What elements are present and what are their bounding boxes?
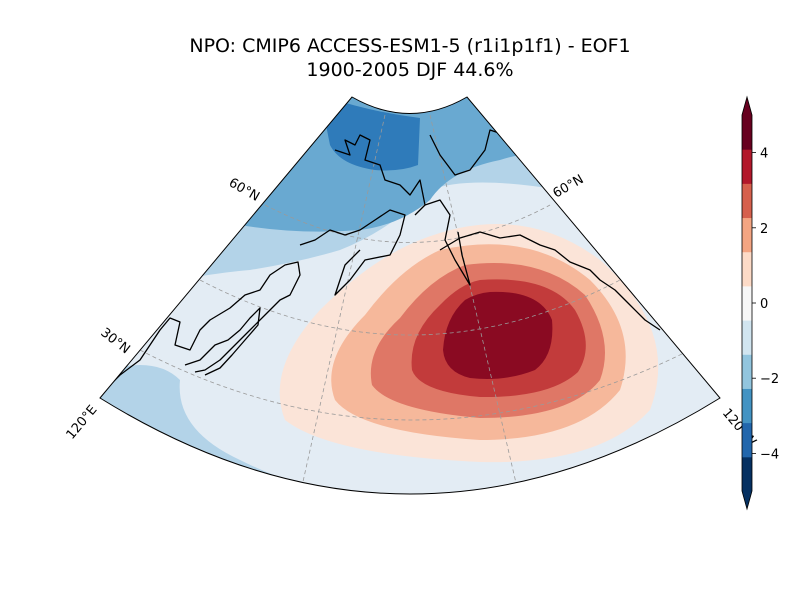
- gridline-label-lat-60-right: 60°N: [551, 172, 587, 201]
- coastline-siberia-north: [334, 134, 426, 216]
- coastline-okhotsk-kamchatka: [299, 209, 406, 296]
- gridline-label-lon-120-left: 120°E: [64, 403, 101, 443]
- colorbar-segment: [742, 388, 752, 424]
- colorbar-segment: [742, 217, 752, 253]
- map-boundary: [99, 96, 721, 495]
- coastline-china-korea: [109, 261, 301, 386]
- contour-negative-level-3: [320, 97, 420, 171]
- colorbar-tick-label: −2: [760, 372, 779, 387]
- colorbar-segment: [742, 354, 752, 389]
- colorbar-segment: [742, 456, 752, 492]
- colorbar-tick-label: 0: [760, 297, 768, 312]
- colorbar-segment: [742, 320, 752, 355]
- gridline-lon-150e: [299, 114, 386, 494]
- colorbar-extend-min: [742, 491, 752, 509]
- contour-fill-group: [100, 97, 720, 494]
- colorbar-segment: [742, 422, 752, 458]
- plot-title-line1: NPO: CMIP6 ACCESS-ESM1-5 (r1i1p1f1) - EO…: [189, 35, 631, 57]
- colorbar-tick-label: 4: [760, 147, 768, 162]
- gridline-label-lat-30-left: 30°N: [98, 325, 133, 357]
- coastline-kamchatka: [424, 199, 471, 286]
- colorbar-segment: [742, 183, 752, 219]
- colorbar-tick-label: −4: [760, 447, 779, 462]
- coastline-alaska: [439, 231, 661, 331]
- colorbar-segment: [742, 251, 752, 287]
- gridline-label-lat-60-left: 60°N: [226, 175, 262, 204]
- coastline-japan: [184, 307, 261, 376]
- colorbar-extend-max: [742, 97, 752, 115]
- colorbar-segment: [742, 285, 752, 321]
- gridline-lat-45: [199, 279, 621, 336]
- colorbar-segment: [742, 149, 752, 184]
- plot-title-line2: 1900-2005 DJF 44.6%: [306, 59, 514, 81]
- contour-positive-level-5: [443, 291, 553, 379]
- gridline-lat-60: [264, 204, 551, 243]
- colorbar-outline: [741, 95, 753, 511]
- colorbar-tick-label: 2: [760, 222, 768, 237]
- gridline-lon-180: [429, 114, 521, 494]
- colorbar: 4 2 0 −2 −4: [741, 95, 779, 511]
- gridlines: [139, 114, 691, 494]
- colorbar-segment: [742, 115, 752, 150]
- coastlines: [109, 129, 661, 386]
- gridline-label-lon-120-right: 120°W: [719, 406, 759, 450]
